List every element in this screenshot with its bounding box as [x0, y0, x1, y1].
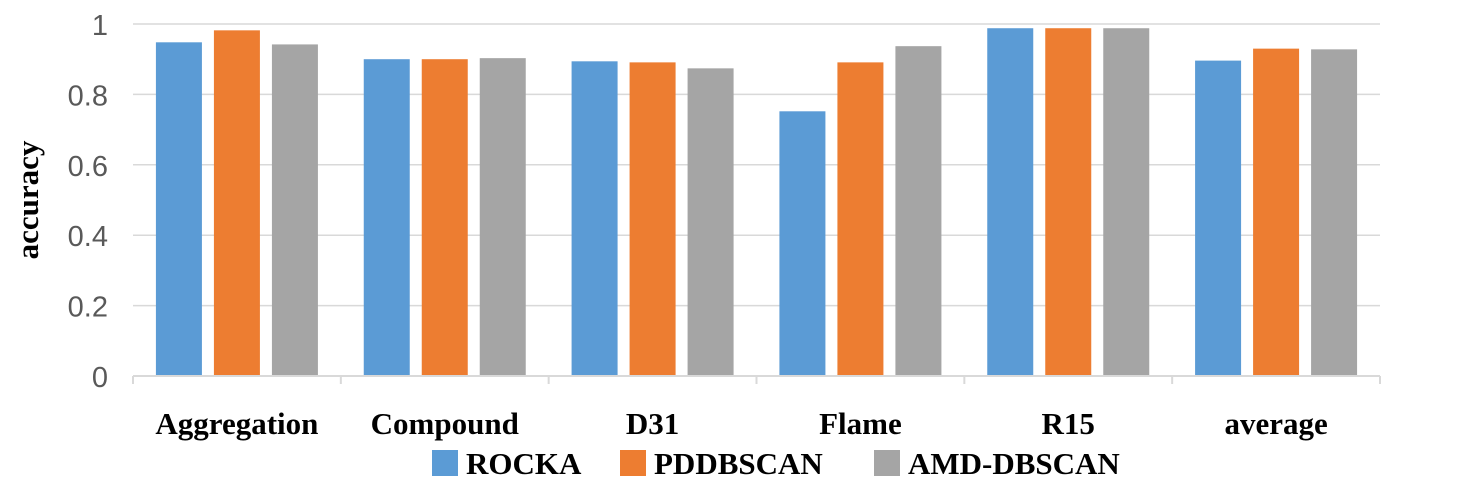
y-tick-label: 0	[92, 362, 108, 394]
bar-pddbscan-aggregation	[213, 30, 260, 377]
bar-pddbscan-compound	[421, 59, 468, 376]
category-label: Aggregation	[155, 406, 318, 441]
category-label: Compound	[371, 406, 519, 441]
legend-label: PDDBSCAN	[654, 446, 823, 480]
bar-rocka-flame	[779, 111, 826, 377]
bar-amd-dbscan-compound	[479, 58, 526, 376]
bar-rocka-average	[1195, 60, 1242, 376]
bar-amd-dbscan-flame	[895, 46, 942, 377]
category-labels: Aggregation Compound D31 Flame R15 average	[155, 406, 1327, 441]
bars	[155, 28, 1358, 377]
y-tick-label: 0.2	[68, 292, 108, 324]
bar-rocka-compound	[363, 59, 410, 376]
bar-amd-dbscan-average	[1311, 49, 1358, 377]
category-label: D31	[626, 406, 679, 441]
bar-pddbscan-r15	[1045, 28, 1092, 376]
y-tick-label: 0.4	[68, 221, 108, 253]
legend-swatch	[432, 450, 458, 476]
y-tick-label: 1	[92, 10, 108, 42]
legend-swatch	[874, 450, 900, 476]
bar-rocka-aggregation	[155, 42, 202, 376]
bar-pddbscan-average	[1253, 48, 1300, 376]
y-axis-label: accuracy	[10, 140, 45, 259]
bar-amd-dbscan-r15	[1103, 28, 1150, 376]
bar-amd-dbscan-aggregation	[271, 44, 318, 376]
y-tick-label: 0.6	[68, 151, 108, 183]
category-label: R15	[1042, 406, 1095, 441]
bar-pddbscan-d31	[629, 62, 676, 376]
y-tick-labels: 0 0.2 0.4 0.6 0.8 1	[68, 10, 108, 394]
category-label: Flame	[819, 406, 902, 441]
bar-pddbscan-flame	[837, 62, 884, 376]
bar-rocka-d31	[571, 61, 618, 376]
bar-amd-dbscan-d31	[687, 68, 734, 377]
x-axis	[132, 375, 1381, 384]
legend-label: AMD-DBSCAN	[908, 446, 1120, 480]
category-label: average	[1224, 406, 1327, 441]
legend: ROCKA PDDBSCAN AMD-DBSCAN	[432, 446, 1120, 480]
y-tick-label: 0.8	[68, 80, 108, 112]
legend-swatch	[620, 450, 646, 476]
bar-rocka-r15	[987, 28, 1034, 376]
gridlines	[133, 23, 1380, 307]
legend-label: ROCKA	[466, 446, 582, 480]
